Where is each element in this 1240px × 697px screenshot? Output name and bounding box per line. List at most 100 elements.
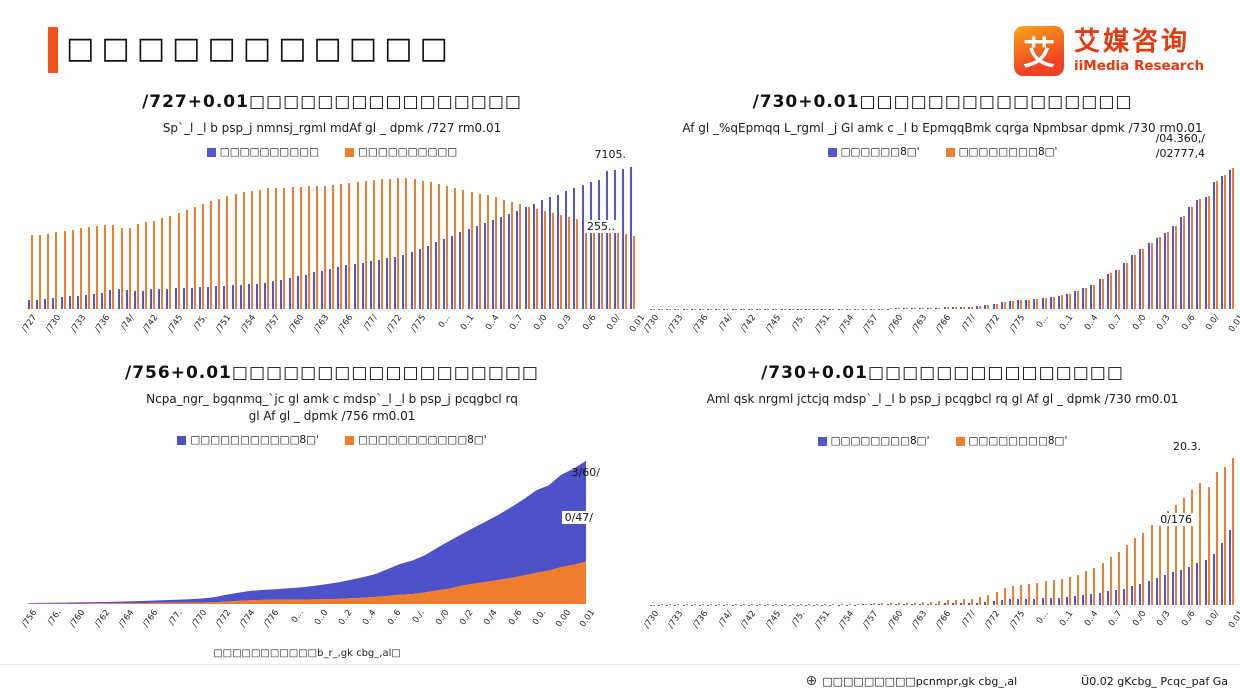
bar — [68, 296, 71, 309]
bar — [837, 604, 840, 605]
bar — [775, 604, 778, 605]
x-axis-label: 0.00 — [553, 608, 573, 630]
x-axis-label: /775 — [1007, 313, 1027, 335]
bar — [796, 604, 799, 605]
bar — [661, 604, 664, 605]
bar — [1028, 584, 1031, 605]
bar — [1109, 273, 1112, 309]
x-axis-label: 0..1 — [459, 313, 477, 333]
bar-year-group — [1106, 273, 1112, 309]
bar — [1044, 581, 1047, 605]
bar — [1077, 290, 1080, 309]
bar-year-group — [943, 307, 949, 309]
bar — [540, 200, 543, 309]
bar — [707, 604, 710, 605]
bar-year-group — [565, 191, 571, 309]
bar-year-group — [361, 180, 367, 309]
bar-year-group — [1090, 284, 1096, 309]
bar — [799, 308, 802, 309]
bar — [475, 226, 478, 309]
x-axis-label: /76. — [45, 608, 64, 628]
bar — [840, 603, 843, 605]
bar — [832, 308, 835, 309]
x-axis-label: /736 — [690, 313, 710, 335]
plot-area: 20.3. 0/176 — [650, 440, 1235, 605]
bar — [756, 604, 759, 605]
x-axis-label: /774 — [238, 608, 258, 630]
value-label: 0/47/ — [561, 511, 596, 524]
bar — [1117, 552, 1120, 605]
bar-year-group — [198, 204, 204, 309]
bar — [661, 308, 664, 309]
bar — [1044, 297, 1047, 309]
bar — [693, 308, 696, 309]
bar — [201, 204, 204, 309]
x-axis-label: /762 — [92, 608, 112, 630]
bar — [1101, 278, 1104, 309]
x-axis-label: 0..0 — [312, 608, 331, 628]
bar — [1008, 599, 1011, 605]
x-axis: /730/733/736/74//742/745/75./751/754/757… — [642, 312, 1240, 349]
value-label: 20.3. — [1173, 440, 1201, 453]
x-axis-label: 0... — [1035, 313, 1052, 330]
bar — [1077, 574, 1080, 605]
bar — [788, 308, 791, 309]
bar-year-group — [93, 225, 99, 309]
bar — [1033, 299, 1036, 309]
bar — [1180, 216, 1183, 309]
bar — [951, 307, 954, 309]
bar — [112, 225, 115, 309]
bar-year-group — [821, 603, 827, 605]
bar — [971, 598, 974, 605]
footer-source: ⊕ □□□□□□□□□pcnmpr,gk cbg_,al — [806, 673, 1018, 689]
bar-year-group — [1033, 298, 1039, 309]
bar-year-group — [1123, 263, 1129, 309]
bar-year-group — [614, 169, 620, 309]
bar — [666, 604, 669, 605]
bar — [104, 224, 107, 309]
bar — [1041, 297, 1044, 309]
bar — [914, 308, 916, 309]
bar — [747, 604, 750, 605]
bar — [1085, 571, 1088, 605]
footer-source-link[interactable]: □□□□□□□□□pcnmpr,gk cbg_,al — [822, 674, 1018, 688]
legend-label: □□□□□□□□8□' — [830, 435, 930, 447]
bar-year-group — [992, 591, 998, 605]
bar — [1204, 559, 1207, 605]
legend-swatch — [945, 147, 955, 157]
bar — [747, 308, 750, 309]
bar-year-group — [837, 308, 843, 309]
x-axis-label: /766 — [336, 313, 356, 335]
bar-year-group — [345, 183, 351, 309]
bar — [255, 283, 258, 309]
legend-item: □□□□□□8□' — [827, 146, 920, 158]
bar-year-group — [540, 200, 546, 309]
x-axis: /756/76./760/762/764/766/77./770/772/774… — [20, 607, 597, 644]
bar — [807, 603, 810, 605]
bar — [1199, 199, 1202, 309]
bar — [767, 604, 770, 605]
bar-year-group — [492, 197, 498, 309]
bar — [710, 604, 713, 605]
bar-year-group — [1000, 302, 1006, 309]
x-axis-label: /764 — [117, 608, 137, 630]
x-axis-label: /74/ — [716, 609, 735, 629]
x-axis-label: 0..1 — [1058, 609, 1076, 629]
bar — [109, 290, 112, 309]
bar — [527, 206, 530, 309]
bar — [96, 225, 99, 309]
bar-year-group — [622, 168, 628, 309]
bar — [198, 287, 201, 309]
bar — [1008, 301, 1011, 309]
bar — [76, 296, 79, 309]
bar — [1106, 273, 1109, 309]
bar — [386, 258, 389, 309]
x-axis-label: 0./0 — [532, 313, 550, 333]
bar — [1068, 577, 1071, 605]
x-axis-label: 0..2 — [336, 608, 355, 628]
bar — [438, 183, 441, 309]
bar-year-group — [715, 308, 721, 309]
bar-year-group — [1074, 574, 1080, 605]
bar-year-group — [1049, 296, 1055, 309]
bar — [1215, 471, 1218, 605]
